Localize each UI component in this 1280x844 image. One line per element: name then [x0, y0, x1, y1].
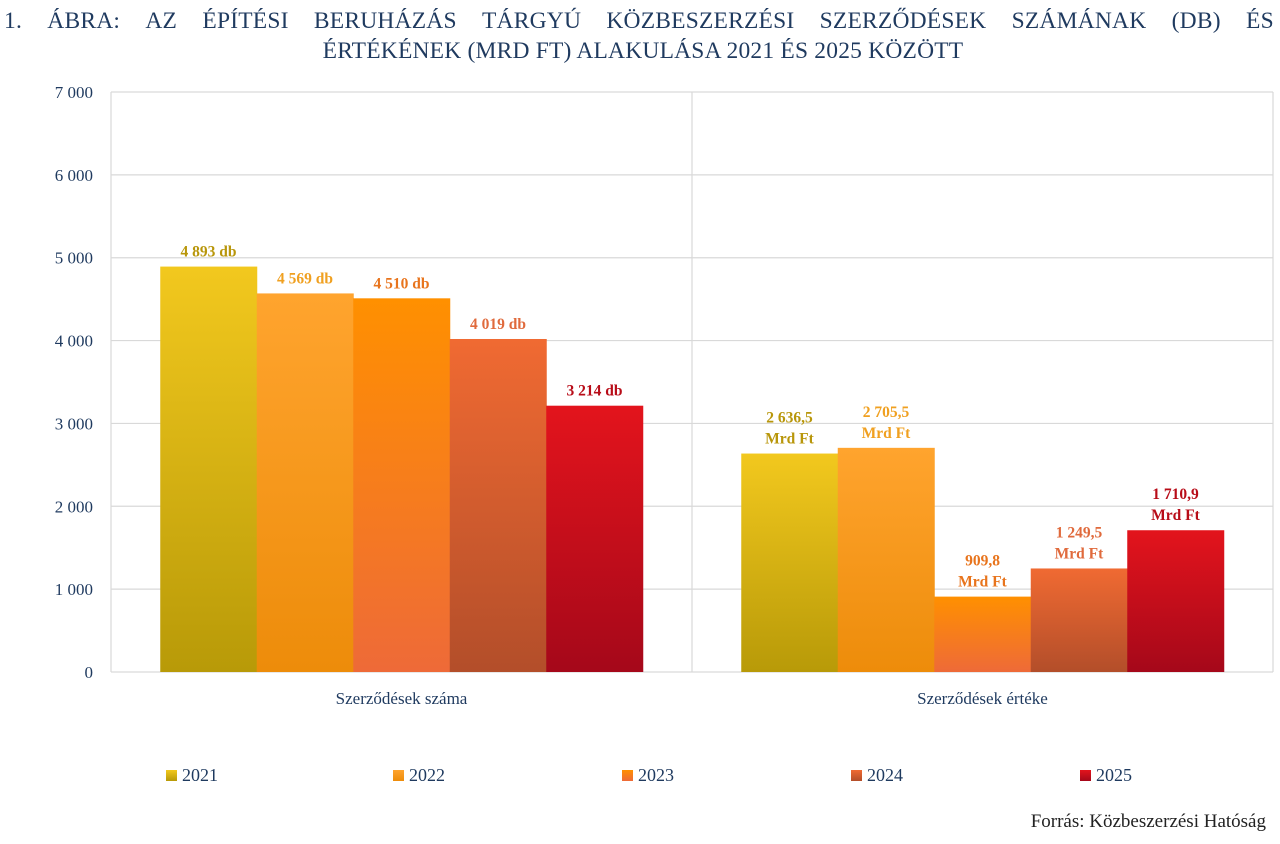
data-label: 4 510 db — [374, 275, 430, 292]
category-labels: Szerződések száma Szerződések értéke — [336, 689, 1048, 708]
data-label: 909,8 Mrd Ft — [958, 553, 1007, 591]
title-word: KÖZBESZERZÉSI — [606, 8, 795, 34]
y-axis-ticks: 0 1 000 2 000 3 000 4 000 5 000 6 000 7 000 — [55, 83, 93, 682]
bar-2022-2 — [837, 447, 935, 672]
title-word: BERUHÁZÁS — [313, 8, 457, 34]
data-label: 4 019 db — [470, 316, 526, 333]
legend-swatch — [166, 770, 177, 781]
title-word: ÉS — [1246, 8, 1274, 34]
legend-swatch — [1080, 770, 1091, 781]
category-label: Szerződések értéke — [917, 689, 1048, 708]
title-word: SZÁMÁNAK — [1011, 8, 1147, 34]
data-labels: 4 893 db 4 569 db 4 510 db 4 019 db 3 214 db… — [181, 244, 1201, 591]
chart-title-line-2: ÉRTÉKÉNEK (MRD FT) ALAKULÁSA 2021 ÉS 202… — [322, 38, 964, 64]
legend: 2021 2022 2023 2024 2025 — [0, 765, 1280, 789]
data-label-line: 3 214 db — [567, 383, 623, 400]
data-label: 2 705,5 Mrd Ft — [862, 404, 911, 442]
y-tick-label: 1 000 — [55, 580, 93, 599]
data-label-line: 1 249,5 — [1056, 524, 1103, 541]
chart-title: 1. ÁBRA: AZ ÉPÍTÉSI BERUHÁZÁS TÁRGYÚ KÖZBESZER… — [0, 6, 1280, 66]
legend-label: 2023 — [638, 765, 674, 785]
data-label: 1 710,9 Mrd Ft — [1151, 486, 1200, 524]
title-word: 1. — [4, 8, 23, 34]
data-label-line: Mrd Ft — [1055, 545, 1104, 562]
legend-swatch — [622, 770, 633, 781]
bar-2024-1 — [449, 338, 547, 672]
legend-label: 2021 — [182, 765, 218, 785]
legend-swatch — [851, 770, 862, 781]
y-tick-label: 3 000 — [55, 414, 93, 433]
title-word: (DB) — [1171, 8, 1221, 34]
legend-item-2025: 2025 — [1080, 765, 1132, 786]
legend-label: 2025 — [1096, 765, 1132, 785]
data-label-line: 1 710,9 — [1152, 486, 1199, 503]
legend-item-2022: 2022 — [393, 765, 445, 786]
y-tick-label: 0 — [85, 663, 94, 682]
y-tick-label: 7 000 — [55, 83, 93, 102]
legend-item-2024: 2024 — [851, 765, 903, 786]
data-label: 2 636,5 Mrd Ft — [765, 410, 814, 448]
bars — [160, 266, 1225, 672]
y-tick-label: 5 000 — [55, 249, 93, 268]
title-word: ÁBRA: — [47, 8, 121, 34]
title-word: TÁRGYÚ — [482, 8, 582, 34]
bar-2021-1 — [160, 266, 258, 672]
data-label: 3 214 db — [567, 383, 623, 400]
data-label-line: 4 019 db — [470, 316, 526, 333]
data-label: 4 893 db — [181, 244, 237, 261]
data-label: 1 249,5 Mrd Ft — [1055, 524, 1104, 562]
data-label-line: 2 636,5 — [766, 410, 813, 427]
title-word: ÉPÍTÉSI — [202, 8, 289, 34]
bar-2021-2 — [741, 453, 839, 672]
bar-2024-2 — [1030, 568, 1128, 672]
source-note: Forrás: Közbeszerzési Hatóság — [1030, 811, 1266, 832]
legend-label: 2022 — [409, 765, 445, 785]
bar-2025-2 — [1127, 530, 1225, 672]
data-label: 4 569 db — [277, 270, 333, 287]
bar-2023-1 — [353, 298, 451, 672]
data-label-line: Mrd Ft — [765, 431, 814, 448]
bar-2022-1 — [256, 293, 354, 672]
title-word: SZERZŐDÉSEK — [819, 8, 987, 34]
data-label-line: 2 705,5 — [863, 404, 910, 421]
data-label-line: 4 893 db — [181, 244, 237, 261]
category-label: Szerződések száma — [336, 689, 468, 708]
legend-label: 2024 — [867, 765, 903, 785]
title-word: AZ — [145, 8, 178, 34]
y-tick-label: 2 000 — [55, 497, 93, 516]
data-label-line: Mrd Ft — [958, 574, 1007, 591]
data-label-line: 4 510 db — [374, 275, 430, 292]
data-label-line: 4 569 db — [277, 270, 333, 287]
bar-2023-2 — [934, 596, 1032, 672]
data-label-line: Mrd Ft — [862, 425, 911, 442]
chart-title-line-1: 1. ÁBRA: AZ ÉPÍTÉSI BERUHÁZÁS TÁRGYÚ KÖZBESZER… — [0, 6, 1280, 36]
legend-item-2023: 2023 — [622, 765, 674, 786]
bar-2025-1 — [546, 405, 644, 672]
data-label-line: 909,8 — [965, 553, 1000, 570]
y-tick-label: 4 000 — [55, 332, 93, 351]
data-label-line: Mrd Ft — [1151, 507, 1200, 524]
legend-item-2021: 2021 — [166, 765, 218, 786]
legend-swatch — [393, 770, 404, 781]
y-tick-label: 6 000 — [55, 166, 93, 185]
